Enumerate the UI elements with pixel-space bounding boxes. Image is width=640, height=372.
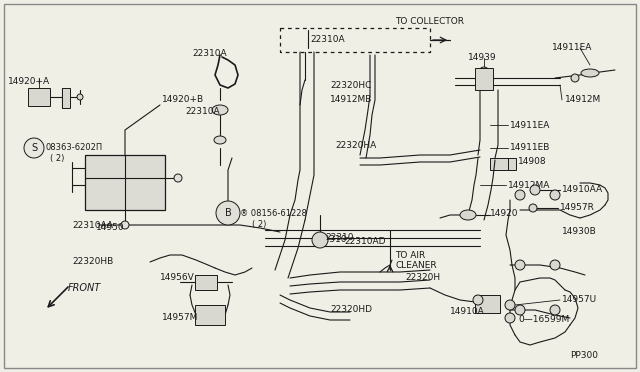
- Text: 14939: 14939: [468, 54, 497, 62]
- Text: 14957M: 14957M: [162, 314, 198, 323]
- Ellipse shape: [581, 69, 599, 77]
- Text: 14912MB: 14912MB: [330, 96, 372, 105]
- Text: 08363-6202Π: 08363-6202Π: [46, 144, 103, 153]
- Text: 14910AA: 14910AA: [562, 186, 603, 195]
- Text: 22320HC: 22320HC: [330, 80, 371, 90]
- Text: 14911EA: 14911EA: [510, 121, 550, 129]
- Text: 22320HA: 22320HA: [335, 141, 376, 150]
- Circle shape: [77, 94, 83, 100]
- Bar: [508, 158, 516, 170]
- Circle shape: [530, 185, 540, 195]
- Bar: [195, 305, 225, 325]
- Text: 22310AA: 22310AA: [72, 221, 113, 230]
- Text: 14911EB: 14911EB: [510, 144, 550, 153]
- Text: CLEANER: CLEANER: [395, 260, 436, 269]
- Text: 22310A: 22310A: [192, 48, 227, 58]
- Text: 14957U: 14957U: [562, 295, 597, 305]
- Text: ( 2): ( 2): [50, 154, 65, 163]
- Text: B: B: [225, 208, 232, 218]
- Text: 14912MA: 14912MA: [508, 180, 550, 189]
- Text: 22310A: 22310A: [185, 108, 220, 116]
- Text: 14920+B: 14920+B: [162, 96, 204, 105]
- Circle shape: [121, 221, 129, 229]
- Text: 22320H: 22320H: [405, 273, 440, 282]
- Text: 14957R: 14957R: [560, 203, 595, 212]
- Circle shape: [24, 138, 44, 158]
- Text: 14920: 14920: [490, 208, 518, 218]
- Circle shape: [571, 74, 579, 82]
- Bar: [195, 275, 217, 290]
- Circle shape: [515, 260, 525, 270]
- Text: ( 2): ( 2): [252, 219, 266, 228]
- Text: 22310A: 22310A: [310, 35, 344, 45]
- Text: 22310: 22310: [325, 234, 353, 243]
- Text: 14930B: 14930B: [562, 228, 596, 237]
- Circle shape: [550, 190, 560, 200]
- Circle shape: [312, 232, 328, 248]
- Circle shape: [505, 300, 515, 310]
- Text: 14908: 14908: [518, 157, 547, 167]
- Bar: [475, 68, 493, 90]
- Text: 14950: 14950: [96, 222, 124, 231]
- Text: 22320HD: 22320HD: [330, 305, 372, 314]
- Circle shape: [550, 260, 560, 270]
- Bar: [475, 295, 500, 313]
- Bar: [28, 88, 50, 106]
- Text: 14911EA: 14911EA: [552, 44, 593, 52]
- Circle shape: [216, 201, 240, 225]
- Ellipse shape: [460, 210, 476, 220]
- Text: 14956V: 14956V: [160, 273, 195, 282]
- Text: ® 08156-61228: ® 08156-61228: [240, 208, 307, 218]
- Ellipse shape: [212, 105, 228, 115]
- Text: S: S: [31, 143, 37, 153]
- Ellipse shape: [214, 136, 226, 144]
- Text: 14910A: 14910A: [450, 308, 484, 317]
- Circle shape: [479, 67, 489, 77]
- Bar: [490, 158, 508, 170]
- Text: 22320HB: 22320HB: [72, 257, 113, 266]
- Bar: [62, 88, 70, 108]
- Circle shape: [515, 305, 525, 315]
- Circle shape: [550, 305, 560, 315]
- Text: 0—16599M: 0—16599M: [518, 315, 569, 324]
- Text: FRONT: FRONT: [68, 283, 101, 293]
- Circle shape: [174, 174, 182, 182]
- Circle shape: [515, 190, 525, 200]
- Text: TO COLLECTOR: TO COLLECTOR: [395, 17, 464, 26]
- Circle shape: [529, 204, 537, 212]
- Text: TO AIR: TO AIR: [395, 250, 425, 260]
- Text: 22310: 22310: [318, 235, 346, 244]
- Text: 14912M: 14912M: [565, 96, 601, 105]
- Text: 14920+A: 14920+A: [8, 77, 50, 87]
- Bar: [85, 155, 165, 210]
- Text: PP300: PP300: [570, 350, 598, 359]
- Circle shape: [473, 295, 483, 305]
- Circle shape: [505, 313, 515, 323]
- Text: 22310AD: 22310AD: [344, 237, 385, 247]
